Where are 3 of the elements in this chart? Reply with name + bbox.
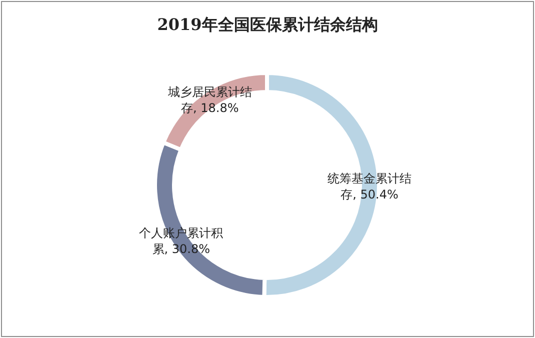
- slice-label: 统筹基金累计结存, 50.4%: [327, 171, 412, 202]
- chart-title: 2019年全国医保累计结余结构: [157, 15, 378, 34]
- slice-label: 城乡居民累计结存, 18.8%: [166, 84, 252, 115]
